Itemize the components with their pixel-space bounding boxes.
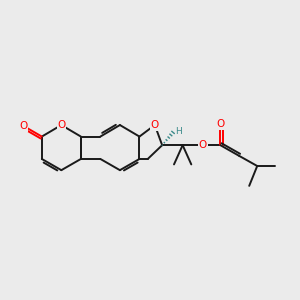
Text: O: O (57, 120, 65, 130)
Text: O: O (216, 119, 224, 129)
Text: O: O (20, 121, 28, 131)
Text: O: O (199, 140, 207, 150)
Text: O: O (151, 120, 159, 130)
Text: H: H (176, 127, 182, 136)
